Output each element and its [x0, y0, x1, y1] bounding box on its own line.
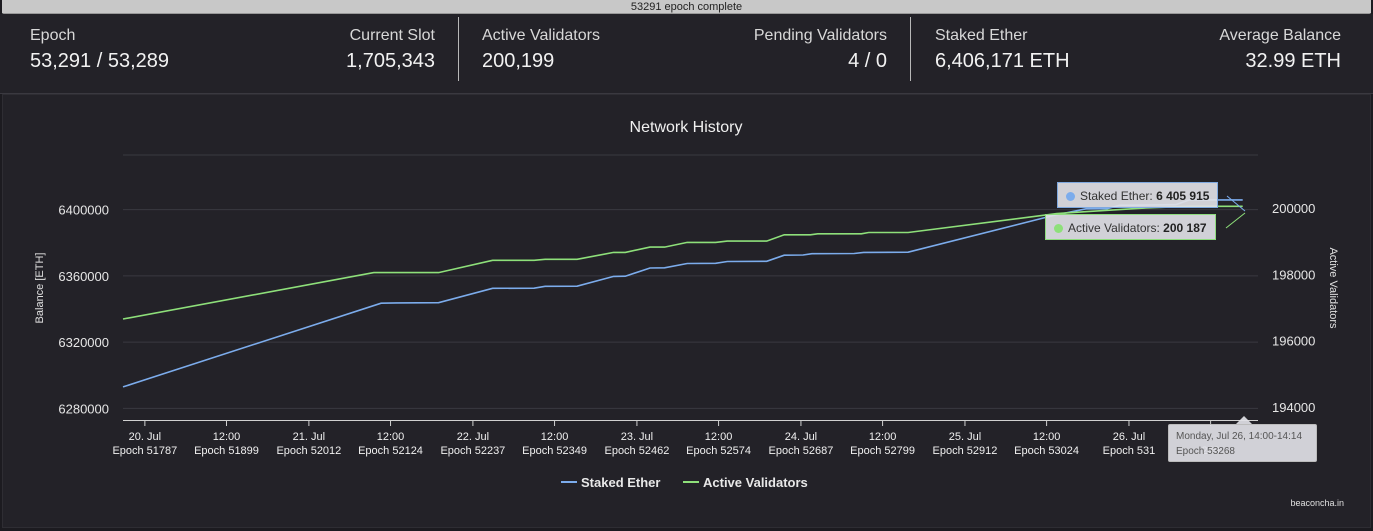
stat-pending-validators: Pending Validators 4 / 0 [754, 26, 887, 74]
epoch-progress-bar: 53291 epoch complete [2, 0, 1371, 14]
stat-epoch-label: Epoch [30, 27, 76, 44]
chart-hover-markers [1225, 195, 1246, 229]
x-tick-epoch-label: Epoch 52237 [440, 445, 505, 457]
x-tick-epoch-label: Epoch 53024 [1014, 445, 1079, 457]
stat-average-balance: Average Balance 32.99 ETH [1219, 26, 1341, 74]
x-tick-epoch-label: Epoch 51899 [194, 445, 259, 457]
stat-epoch-value: 53,291 / 53,289 [30, 50, 170, 72]
x-tick-label: 12:00 [705, 431, 733, 443]
tooltip-connector [1225, 212, 1246, 229]
x-tick-epoch-label: Epoch 52349 [522, 445, 587, 457]
y-tick-left-label: 6360000 [58, 269, 109, 284]
x-tick-label: 25. Jul [949, 431, 981, 443]
epoch-progress-label: 53291 epoch complete [630, 1, 743, 13]
x-tick-epoch-label: Epoch 52799 [850, 445, 915, 457]
stat-staked-ether-label: Staked Ether [935, 27, 1028, 44]
series-line-staked-ether [122, 199, 1243, 388]
y-axis-left: 6280000 6320000 6360000 6400000 [58, 203, 109, 417]
y-tick-left-label: 6280000 [58, 401, 109, 416]
staked-ether-dot-icon [1066, 192, 1075, 201]
stat-current-slot: Current Slot 1,705,343 [346, 26, 435, 74]
stat-current-slot-label: Current Slot [349, 27, 435, 44]
stat-pending-validators-value: 4 / 0 [848, 50, 887, 72]
stat-epoch: Epoch 53,291 / 53,289 [30, 26, 169, 74]
x-tick-epoch-label: Epoch 52462 [604, 445, 669, 457]
tooltip-time-line2: Epoch 53268 [1176, 446, 1235, 457]
legend-item-label[interactable]: Staked Ether [581, 475, 660, 490]
tooltip-arrow [1236, 416, 1252, 424]
stat-divider [910, 17, 911, 81]
x-tick-label: 24. Jul [785, 431, 817, 443]
chart-grid [123, 154, 1258, 409]
stat-active-validators-value: 200,199 [482, 50, 555, 72]
tooltip-time: Monday, Jul 26, 14:00-14:14 Epoch 53268 [1168, 424, 1317, 462]
network-history-panel [2, 94, 1371, 528]
chart-title: Network History [630, 119, 743, 136]
x-tick-label: 12:00 [377, 431, 405, 443]
x-tick-label: 12:00 [1033, 431, 1061, 443]
x-tick-epoch-label: Epoch 531 [1103, 445, 1156, 457]
chart-legend[interactable]: Staked Ether Active Validators [561, 475, 808, 490]
x-tick-label: 26. Jul [1113, 431, 1145, 443]
y-axis-right: 194000 196000 198000 200000 [1272, 201, 1315, 415]
chart-series [122, 199, 1243, 388]
x-tick-label: 12:00 [541, 431, 569, 443]
tooltip-staked-ether: Staked Ether: 6 405 915 [1057, 182, 1219, 208]
stat-staked-ether: Staked Ether 6,406,171 ETH [935, 26, 1070, 74]
x-axis: 20. Jul Epoch 51787 12:00 Epoch 51899 21. Ju… [112, 420, 1258, 457]
stat-divider [458, 17, 459, 81]
tooltip-active-validators: Active Validators: 200 187 [1045, 214, 1216, 240]
y-tick-right-label: 198000 [1272, 267, 1315, 282]
y-axis-left-label: Balance [ETH] [34, 253, 46, 324]
x-tick-epoch-label: Epoch 52912 [933, 445, 998, 457]
tooltip-connector [1226, 195, 1246, 212]
x-tick-epoch-label: Epoch 52574 [686, 445, 751, 457]
y-tick-right-label: 194000 [1272, 400, 1315, 415]
x-tick-label: 12:00 [869, 431, 897, 443]
tooltip-active-value: 200 187 [1163, 221, 1207, 235]
chart-credit[interactable]: beaconcha.in [1290, 498, 1344, 508]
stat-staked-ether-value: 6,406,171 ETH [935, 50, 1070, 72]
x-tick-label: 20. Jul [129, 431, 161, 443]
x-tick-label: 12:00 [213, 431, 241, 443]
stat-active-validators-label: Active Validators [482, 27, 600, 44]
series-line-active-validators [122, 205, 1243, 320]
y-tick-right-label: 200000 [1272, 201, 1315, 216]
x-tick-label: 23. Jul [621, 431, 653, 443]
x-tick-label: 22. Jul [457, 431, 489, 443]
x-tick-epoch-label: Epoch 51787 [112, 445, 177, 457]
y-axis-right-label: Active Validators [1327, 247, 1339, 329]
network-stats-header: Epoch 53,291 / 53,289 Current Slot 1,705… [0, 14, 1373, 94]
x-tick-epoch-label: Epoch 52687 [769, 445, 834, 457]
y-tick-left-label: 6400000 [58, 203, 109, 218]
x-tick-epoch-label: Epoch 52124 [358, 445, 423, 457]
y-tick-left-label: 6320000 [58, 335, 109, 350]
stat-average-balance-value: 32.99 ETH [1245, 50, 1341, 72]
tooltip-time-line1: Monday, Jul 26, 14:00-14:14 [1176, 431, 1303, 442]
x-tick-label: 21. Jul [293, 431, 325, 443]
x-tick-epoch-label: Epoch 52012 [276, 445, 341, 457]
stat-average-balance-label: Average Balance [1219, 27, 1341, 44]
active-validators-dot-icon [1054, 224, 1063, 233]
stat-active-validators: Active Validators 200,199 [482, 26, 600, 74]
stat-current-slot-value: 1,705,343 [346, 50, 435, 72]
tooltip-active-label: Active Validators: [1068, 221, 1160, 235]
tooltip-staked-label: Staked Ether: [1080, 189, 1153, 203]
stat-pending-validators-label: Pending Validators [753, 27, 887, 44]
tooltip-staked-value: 6 405 915 [1156, 189, 1210, 203]
epoch-progress-fill [2, 0, 1371, 13]
legend-item-label[interactable]: Active Validators [703, 475, 808, 490]
y-tick-right-label: 196000 [1272, 334, 1315, 349]
